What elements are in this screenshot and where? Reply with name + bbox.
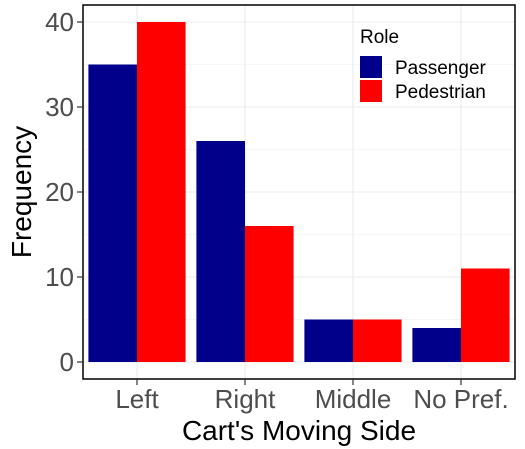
legend-key-pedestrian bbox=[360, 80, 382, 102]
bar-pedestrian-2 bbox=[245, 226, 294, 362]
bars bbox=[88, 22, 510, 362]
x-axis-title: Cart's Moving Side bbox=[182, 415, 416, 446]
y-tick-label: 30 bbox=[45, 92, 74, 122]
legend-label-pedestrian: Pedestrian bbox=[395, 82, 486, 103]
x-axis-ticks: Left Right Middle No Pref. bbox=[115, 379, 509, 414]
y-tick-label: 10 bbox=[45, 262, 74, 292]
legend-title: Role bbox=[360, 27, 399, 48]
bar-passenger-4 bbox=[412, 328, 461, 362]
x-tick-label: Right bbox=[215, 384, 276, 414]
x-tick-label: Middle bbox=[315, 384, 392, 414]
legend: Role Passenger Pedestrian bbox=[360, 27, 487, 103]
bar-passenger-1 bbox=[88, 64, 137, 362]
bar-passenger-2 bbox=[196, 141, 245, 362]
y-tick-label: 40 bbox=[45, 7, 74, 37]
bar-pedestrian-4 bbox=[461, 268, 510, 362]
bar-passenger-3 bbox=[304, 319, 353, 362]
bar-pedestrian-1 bbox=[137, 22, 186, 362]
bar-pedestrian-3 bbox=[353, 319, 402, 362]
legend-key-passenger bbox=[360, 56, 382, 78]
y-tick-label: 0 bbox=[60, 347, 74, 377]
y-axis-title: Frequency bbox=[6, 126, 37, 258]
legend-label-passenger: Passenger bbox=[395, 58, 487, 79]
x-tick-label: Left bbox=[115, 384, 159, 414]
x-tick-label: No Pref. bbox=[413, 384, 508, 414]
y-axis-ticks: 0 10 20 30 40 bbox=[45, 7, 83, 377]
y-tick-label: 20 bbox=[45, 177, 74, 207]
